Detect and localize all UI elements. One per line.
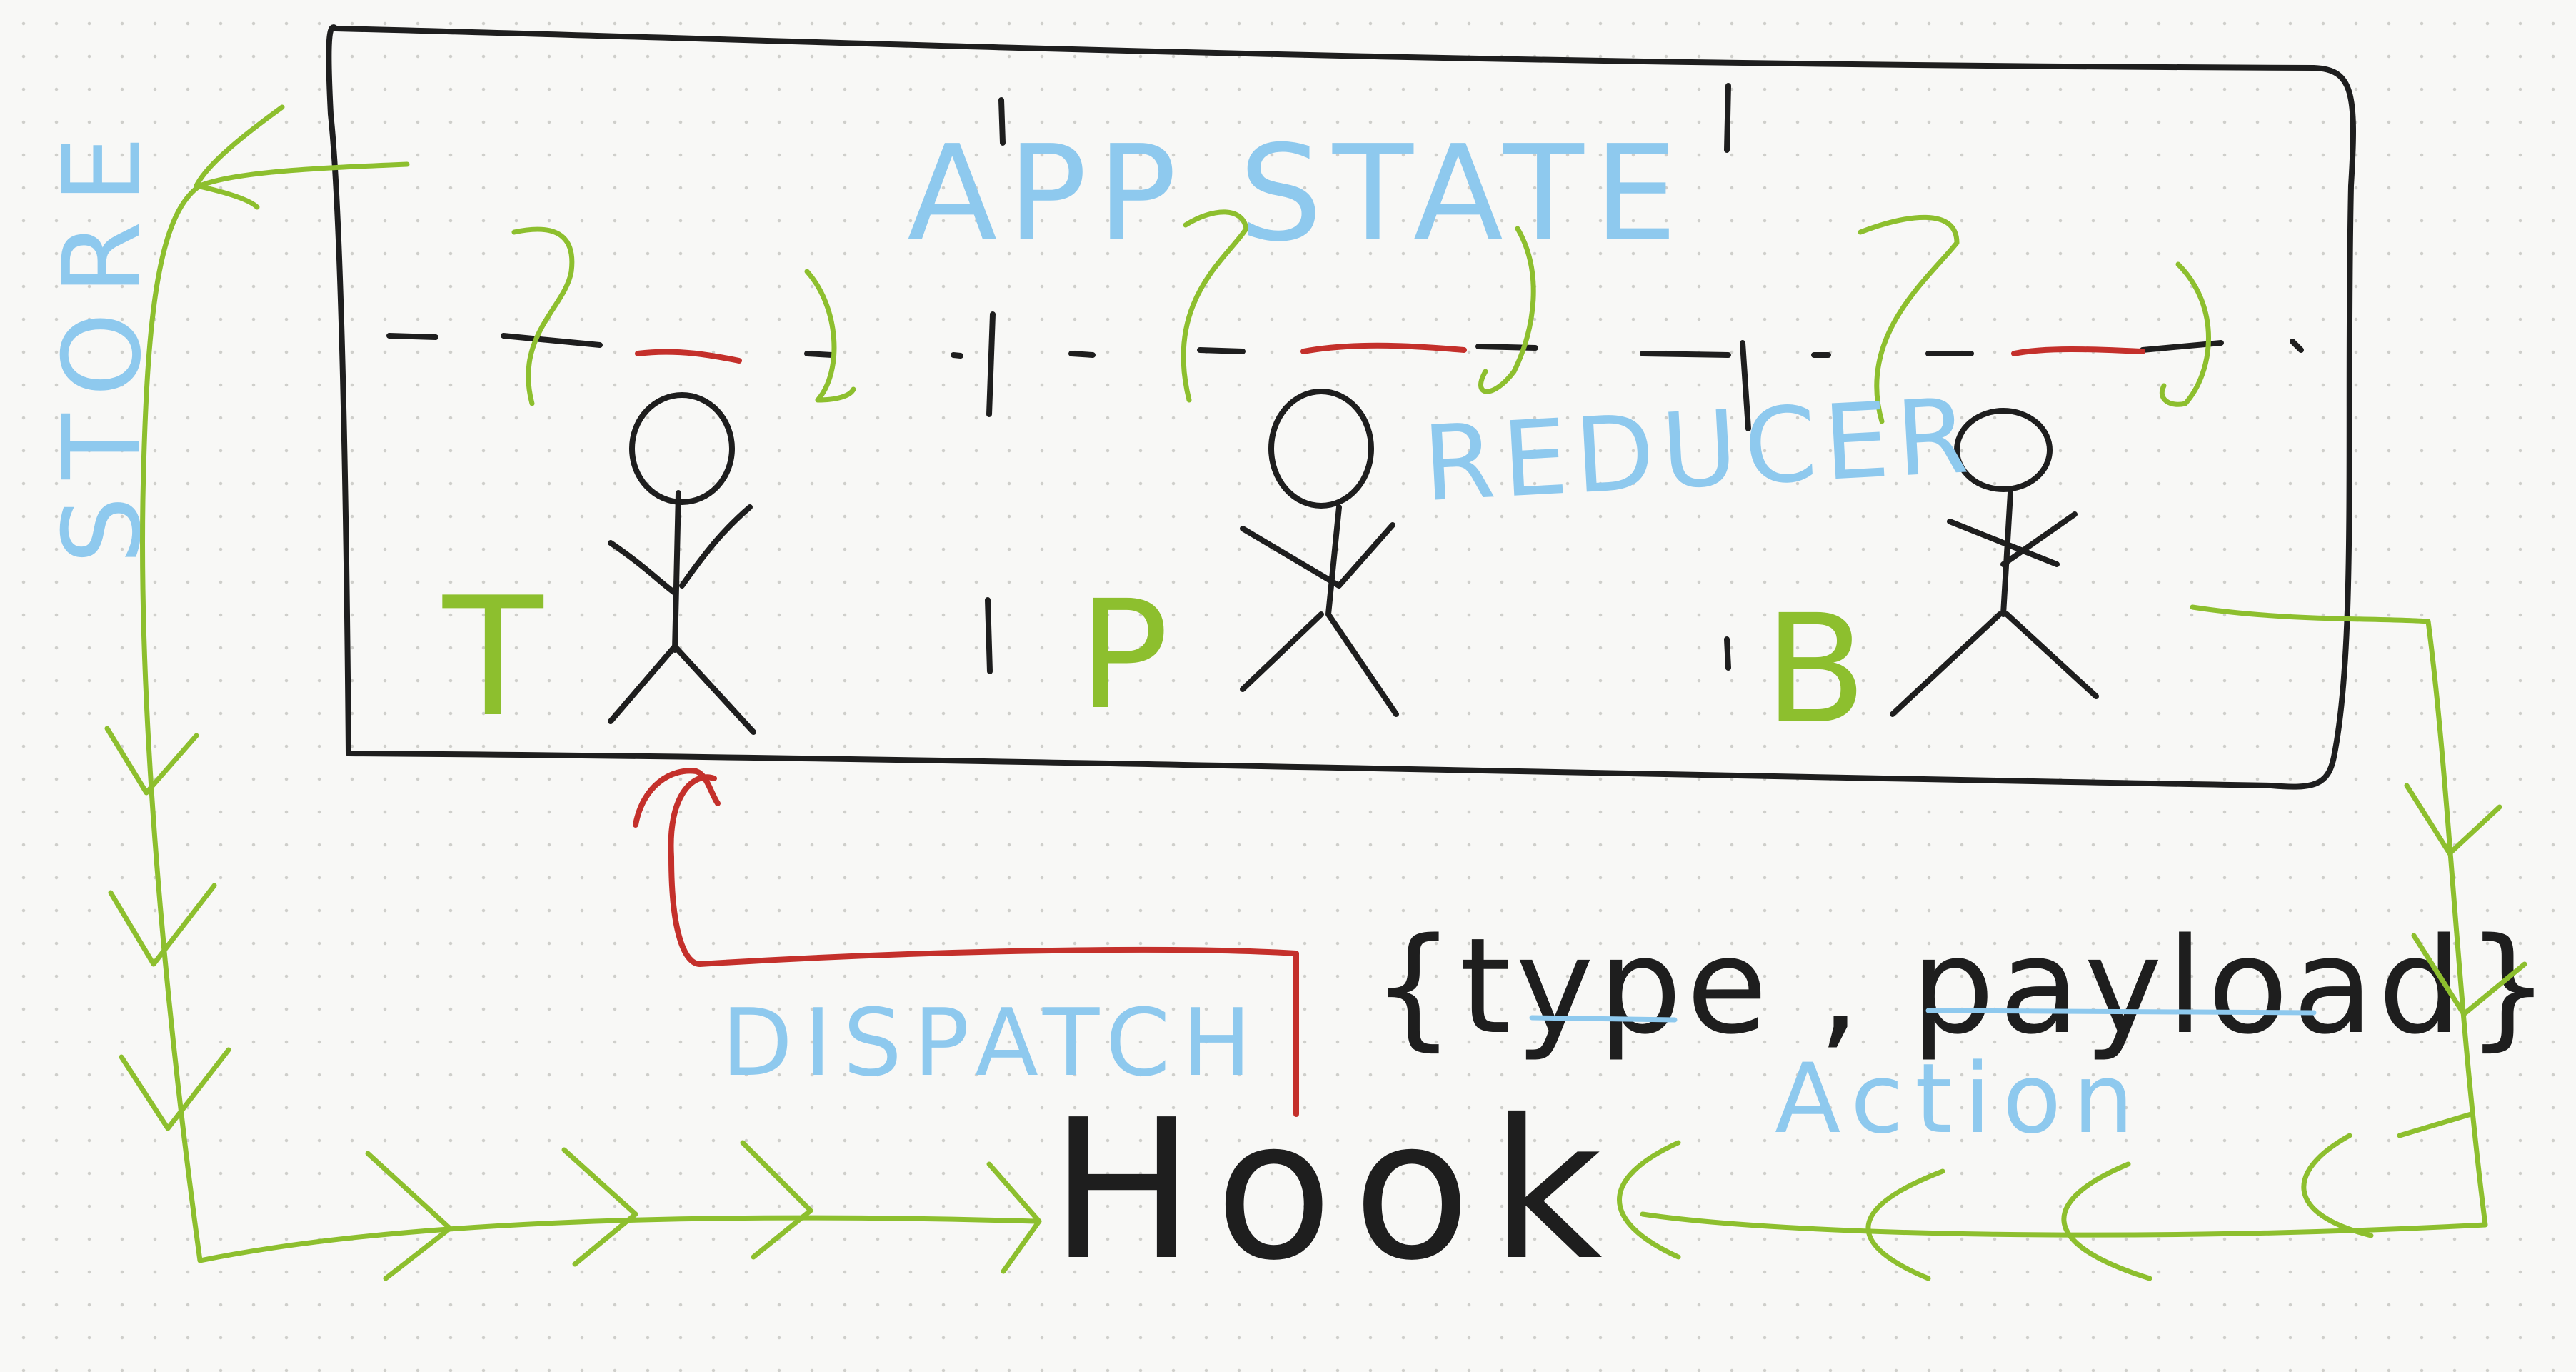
- app-state-box: [326, 24, 2356, 790]
- stick-figure-right: [1890, 408, 2099, 717]
- hook-label: Hook: [1050, 1078, 1623, 1303]
- reducer-to-hook-chevrons: [1617, 783, 2527, 1281]
- person-label-p: P: [1078, 568, 1169, 743]
- stick-figure-middle: [1240, 389, 1399, 717]
- reducer-label: REDUCER: [1420, 376, 1979, 525]
- store-loop-arrowhead: [194, 104, 285, 210]
- bracket-close: [2159, 261, 2211, 407]
- reducer-to-hook-loop: [1640, 604, 2488, 1238]
- dispatch-arrow: [668, 774, 1299, 1117]
- action-label: Action: [1775, 1043, 2145, 1155]
- bracket-close: [804, 269, 856, 403]
- stick-figure-left: [608, 392, 756, 735]
- bracket-close: [1478, 226, 1536, 394]
- app-state-label: APP STATE: [907, 116, 1688, 271]
- separator-dashes: [386, 333, 2304, 359]
- box-tick: [1724, 83, 1731, 153]
- store-loop-chevrons: [104, 726, 1042, 1281]
- box-tick: [998, 97, 1006, 146]
- action-underline: [1529, 1008, 2317, 1023]
- divider-right: [1724, 340, 1751, 671]
- bracket-open: [511, 226, 575, 406]
- reducer-token: [635, 349, 742, 364]
- divider-left: [985, 311, 996, 674]
- action-object-label: {type , payload}: [1371, 909, 2555, 1063]
- reducer-token: [2011, 346, 2145, 356]
- dispatch-arrowhead: [633, 768, 721, 828]
- bracket-open: [1858, 214, 1960, 424]
- person-label-t: T: [442, 563, 544, 753]
- person-label-b: B: [1764, 582, 1867, 757]
- bracket-open: [1181, 209, 1249, 403]
- store-label: STORE: [41, 119, 165, 564]
- reducer-token: [1300, 342, 1467, 354]
- dispatch-label: DISPATCH: [721, 988, 1263, 1097]
